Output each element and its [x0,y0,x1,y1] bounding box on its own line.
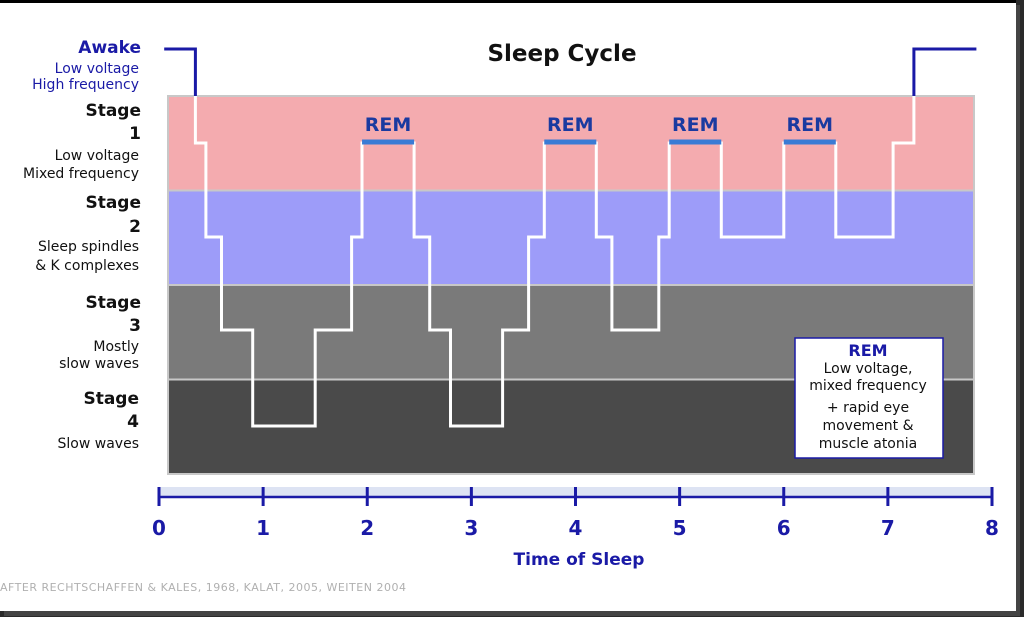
stage-1-desc-line-1: Low voltage [55,148,139,164]
stage-3-label-group: Stage 3 Mostly slow waves [59,293,141,372]
rem-label-2: REM [547,114,594,136]
x-tick-label-2: 2 [360,516,374,540]
rem-label-1: REM [365,114,412,136]
hypnogram-sleep-line [193,96,916,428]
stage-1-label-group: Stage 1 Low voltage Mixed frequency [23,101,141,182]
stage-4-number: 4 [127,412,139,432]
rem-markers: REM REM REM REM [362,114,836,145]
hypnogram-awake-start-line [164,47,197,96]
x-tick-label-0: 0 [152,516,166,540]
x-axis-label: Time of Sleep [514,550,645,570]
awake-label: Awake [78,38,141,58]
stage-1-label: Stage [85,101,141,121]
stage-2-label-group: Stage 2 Sleep spindles & K complexes [35,193,141,274]
rem-info-line-1: Low voltage, [824,361,913,377]
awake-label-group: Awake Low voltage High frequency [32,38,141,93]
stage-4-label: Stage [83,389,139,409]
x-tick-label-4: 4 [569,516,583,540]
rem-info-box: REM Low voltage, mixed frequency + rapid… [794,337,944,459]
x-axis-ticks: 0 1 2 3 4 5 6 7 8 [152,487,999,540]
rem-info-line-5: muscle atonia [819,436,917,452]
stage-4-desc-line-1: Slow waves [58,436,139,452]
awake-desc-line-1: Low voltage [55,61,139,77]
stage-2-desc-line-1: Sleep spindles [38,239,139,255]
rem-info-heading: REM [848,341,887,360]
rem-info-line-2: mixed frequency [809,378,927,394]
x-tick-label-5: 5 [673,516,687,540]
x-tick-label-3: 3 [464,516,478,540]
x-axis: 0 1 2 3 4 5 6 7 8 Time of Sleep [152,487,999,570]
stage-3-desc-line-2: slow waves [59,356,139,372]
hypnogram-awake-end-line [912,47,977,96]
stage-4-label-group: Stage 4 Slow waves [58,389,140,452]
stage-2-number: 2 [129,217,141,237]
stage-1-desc-line-2: Mixed frequency [23,166,139,182]
stage-3-label: Stage [85,293,141,313]
awake-desc-line-2: High frequency [32,77,139,93]
x-tick-label-1: 1 [256,516,270,540]
stage-2-desc-line-2: & K complexes [35,258,139,274]
x-tick-label-6: 6 [777,516,791,540]
chart-title: Sleep Cycle [487,41,636,67]
x-tick-label-7: 7 [881,516,895,540]
x-tick-label-8: 8 [985,516,999,540]
sleep-cycle-chart: Sleep Cycle Awake Low voltage High frequ… [0,38,999,594]
source-credit: AFTER RECHTSCHAFFEN & KALES, 1968, KALAT… [0,581,406,594]
rem-label-3: REM [672,114,719,136]
stage-2-label: Stage [85,193,141,213]
rem-info-line-4: movement & [822,418,913,434]
stage-3-desc-line-1: Mostly [93,339,139,355]
rem-info-box-bg [794,337,944,459]
stage-1-number: 1 [129,124,141,144]
rem-label-4: REM [787,114,834,136]
rem-info-line-3: + rapid eye [827,400,909,416]
stage-3-number: 3 [129,316,141,336]
